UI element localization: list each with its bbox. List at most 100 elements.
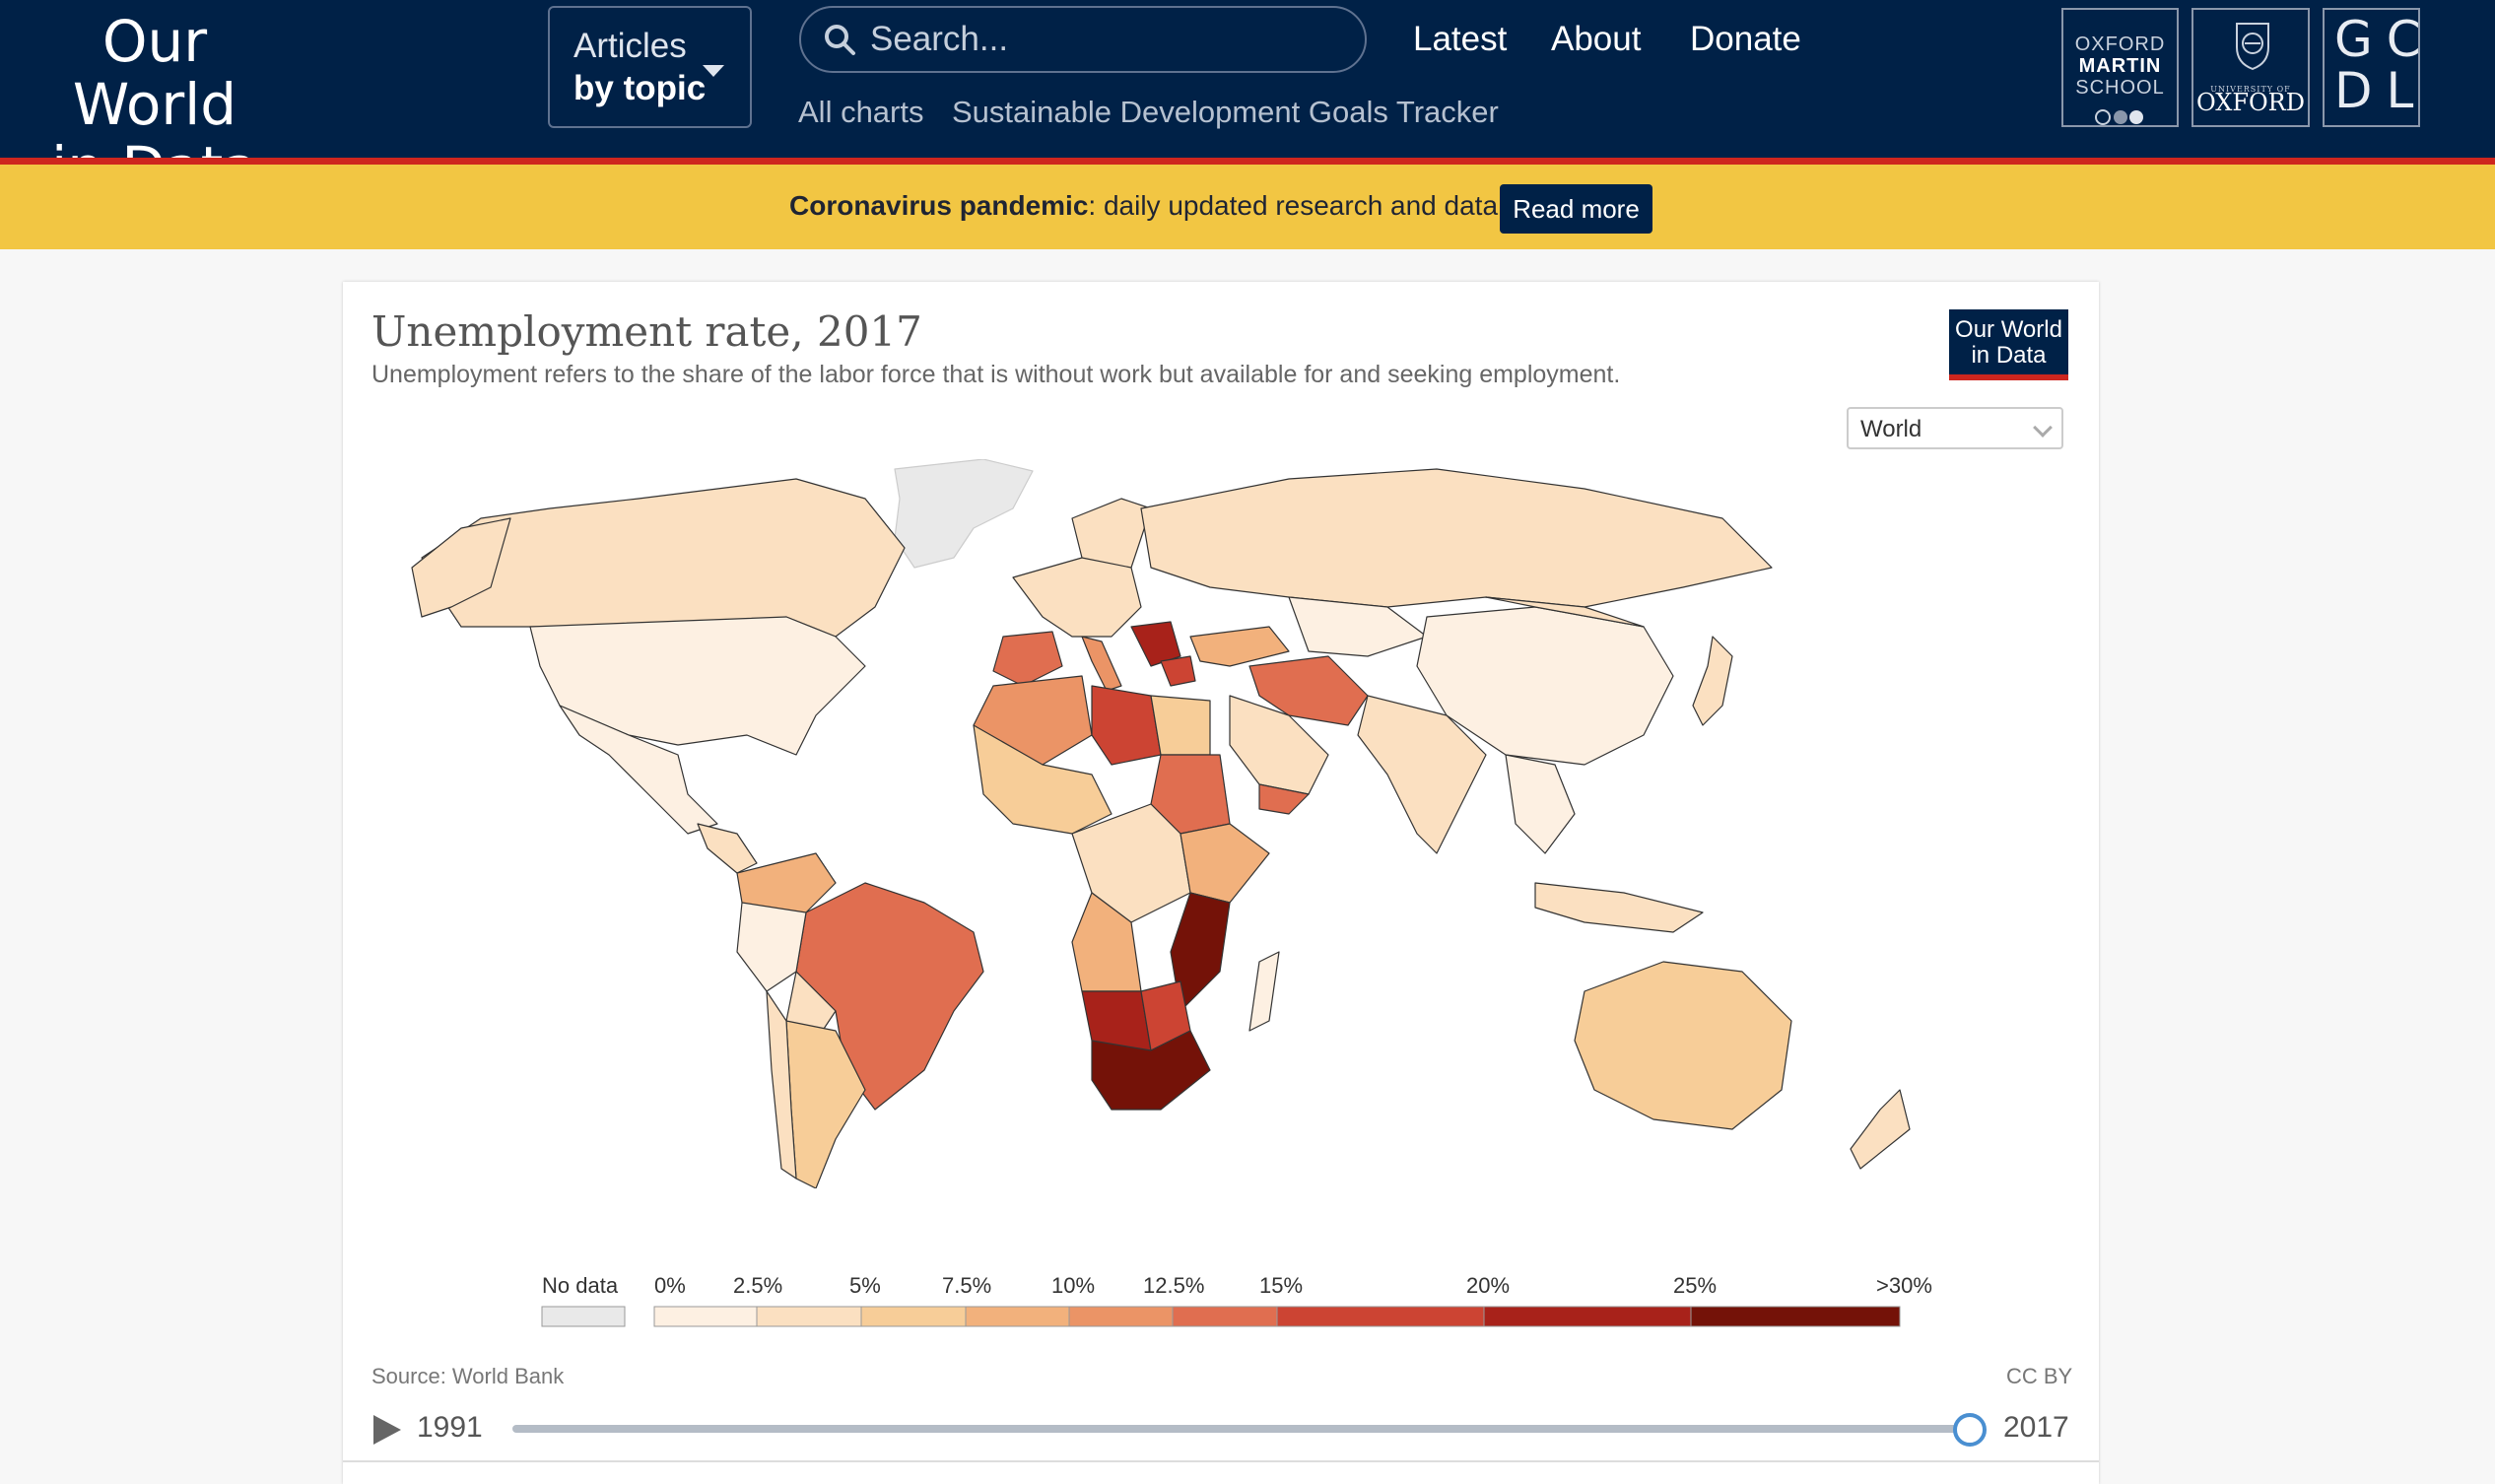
oxford-crest-icon: [2236, 23, 2269, 71]
banner-rest: : daily updated research and data.: [1088, 190, 1506, 221]
nav-donate[interactable]: Donate: [1690, 20, 1801, 58]
map-usa: [529, 616, 866, 756]
map-india: [1357, 695, 1487, 854]
timeline-track[interactable]: [512, 1425, 1981, 1433]
oms-line-3: SCHOOL: [2075, 77, 2165, 99]
play-icon[interactable]: [373, 1415, 401, 1445]
legend-bin-0[interactable]: [653, 1306, 758, 1327]
map-balkans: [1130, 621, 1181, 667]
chart-card: Unemployment rate, 2017 Unemployment ref…: [343, 282, 2099, 1484]
map-chile: [766, 990, 797, 1180]
articles-label: Articles: [573, 27, 687, 65]
map-kazakhstan: [1288, 596, 1428, 657]
chart-title: Unemployment rate, 2017: [371, 307, 922, 356]
articles-by-topic-button[interactable]: Articles by topic: [548, 6, 752, 128]
oxford-martin-school-logo[interactable]: OXFORD MARTIN SCHOOL: [2061, 8, 2179, 127]
legend-tick-label: >30%: [1876, 1273, 1932, 1298]
nav-latest[interactable]: Latest: [1413, 20, 1508, 58]
region-select-value: World: [1860, 416, 1922, 442]
map-russia: [1140, 468, 1773, 608]
legend-bin-8[interactable]: [1690, 1306, 1901, 1327]
map-mongolia: [1485, 596, 1645, 628]
map-spain: [992, 631, 1063, 687]
nav-all-charts[interactable]: All charts: [798, 95, 924, 129]
map-western-europe: [1012, 557, 1142, 638]
map-greece: [1160, 655, 1196, 687]
read-more-button[interactable]: Read more: [1500, 184, 1652, 234]
map-yemen: [1258, 783, 1310, 815]
map-egypt: [1150, 695, 1211, 756]
oxford-small-label: UNIVERSITY OF: [2210, 85, 2291, 94]
chart-license[interactable]: CC BY: [2006, 1364, 2073, 1388]
map-italy: [1081, 636, 1122, 692]
logo-line-1: Our World: [72, 8, 237, 138]
legend-bin-3[interactable]: [965, 1306, 1070, 1327]
legend-bin-5[interactable]: [1172, 1306, 1278, 1327]
map-canada: [421, 478, 906, 638]
gcdl-logo[interactable]: GC DL: [2323, 8, 2435, 127]
oms-line-1: OXFORD: [2074, 34, 2166, 55]
legend-tick-label: 20%: [1466, 1273, 1511, 1298]
map-iran-iraq: [1248, 655, 1369, 726]
map-peru: [736, 902, 807, 992]
owid-badge-logo[interactable]: Our World in Data: [1949, 309, 2068, 380]
caret-down-icon: [703, 65, 724, 77]
chevron-down-icon: [2033, 418, 2053, 438]
banner-bold[interactable]: Coronavirus pandemic: [789, 190, 1089, 221]
map-greenland: [894, 459, 1034, 569]
legend-tick-label: 0%: [654, 1273, 686, 1298]
legend-tick-label: 12.5%: [1143, 1273, 1205, 1298]
oms-dots-icon: [2094, 109, 2143, 125]
site-header: Our World in Data Articles by topic Sear…: [0, 0, 2495, 199]
world-map[interactable]: [402, 459, 2038, 1188]
covid-banner: Coronavirus pandemic: daily updated rese…: [0, 165, 2495, 249]
badge-line-1: Our World: [1955, 316, 2062, 343]
map-south-africa: [1091, 1030, 1211, 1111]
search-placeholder: Search...: [870, 20, 1009, 58]
gcdl-line-2: DL: [2334, 62, 2428, 119]
legend-no-data-label: No data: [542, 1273, 619, 1298]
badge-line-2: in Data: [1971, 342, 2047, 369]
region-select[interactable]: World: [1847, 407, 2063, 449]
map-alaska: [411, 517, 511, 618]
header-accent-stripe: [0, 158, 2495, 165]
chart-subtitle: Unemployment refers to the share of the …: [371, 361, 1621, 388]
timeline-start-year[interactable]: 1991: [417, 1411, 483, 1444]
timeline-end-year[interactable]: 2017: [2003, 1411, 2069, 1444]
timeline: 1991 2017: [343, 1395, 2099, 1454]
map-japan: [1692, 636, 1733, 726]
legend-tick-label: 5%: [849, 1273, 881, 1298]
map-turkey: [1189, 626, 1290, 667]
map-west-africa: [973, 724, 1113, 835]
oxford-name-label: OXFORD: [2196, 89, 2305, 116]
legend-bin-4[interactable]: [1068, 1306, 1174, 1327]
map-indonesia: [1534, 882, 1704, 933]
map-australia: [1574, 961, 1792, 1130]
banner-text: Coronavirus pandemic: daily updated rese…: [789, 190, 1506, 222]
university-of-oxford-logo[interactable]: UNIVERSITY OF OXFORD: [2192, 8, 2310, 127]
map-madagascar: [1248, 951, 1280, 1032]
legend-tick-label: 15%: [1259, 1273, 1304, 1298]
legend-bin-7[interactable]: [1483, 1306, 1692, 1327]
oms-line-2: MARTIN: [2078, 55, 2162, 77]
chart-tabs-divider: [343, 1460, 2099, 1462]
chart-source[interactable]: Source: World Bank: [371, 1364, 565, 1388]
gcdl-line-1: GC: [2334, 11, 2435, 68]
map-new-zealand: [1850, 1089, 1911, 1170]
map-mozambique: [1170, 892, 1231, 1012]
legend-bin-6[interactable]: [1276, 1306, 1485, 1327]
nav-sdg-tracker[interactable]: Sustainable Development Goals Tracker: [952, 95, 1499, 129]
map-libya: [1091, 685, 1162, 766]
map-central-america: [697, 823, 758, 874]
nav-about[interactable]: About: [1551, 20, 1642, 58]
legend-tick-label: 2.5%: [733, 1273, 783, 1298]
legend-bin-1[interactable]: [756, 1306, 862, 1327]
search-input[interactable]: Search...: [799, 6, 1367, 73]
legend-tick-label: 10%: [1051, 1273, 1096, 1298]
legend-bin-2[interactable]: [860, 1306, 967, 1327]
timeline-handle[interactable]: [1953, 1413, 1987, 1447]
map-se-asia: [1505, 754, 1576, 854]
legend-tick-label: 25%: [1673, 1273, 1718, 1298]
legend-no-data-swatch[interactable]: [541, 1306, 626, 1327]
search-icon: [825, 25, 855, 55]
